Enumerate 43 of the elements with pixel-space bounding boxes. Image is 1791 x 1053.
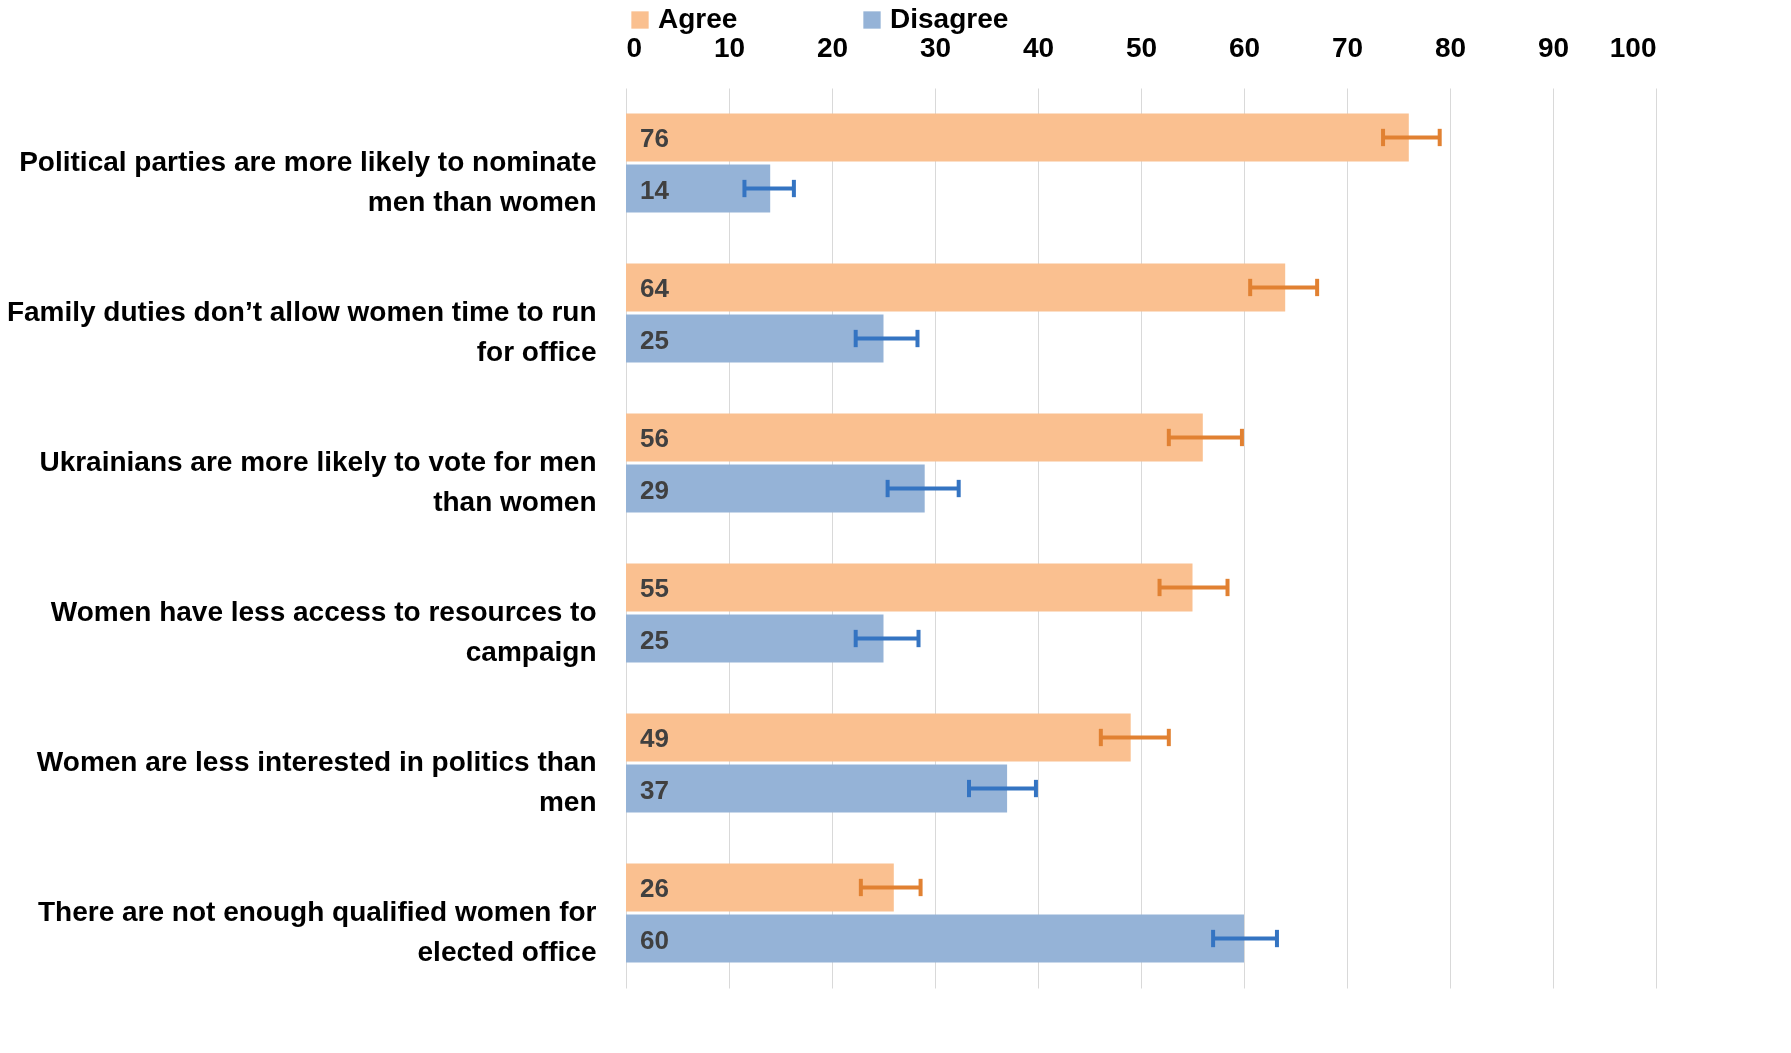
x-tick-label: 30 xyxy=(919,31,952,63)
bar xyxy=(626,914,1244,963)
x-tick-label: 0 xyxy=(626,31,643,63)
data-label: 76 xyxy=(640,123,669,154)
bar xyxy=(626,113,1409,162)
data-label: 55 xyxy=(640,573,669,604)
data-label: 49 xyxy=(640,723,669,754)
x-tick-label: 70 xyxy=(1331,31,1364,63)
x-tick-label: 80 xyxy=(1434,31,1467,63)
y-tick-label: There are not enough qualified women for elected office xyxy=(38,896,597,967)
bar xyxy=(626,614,884,663)
bar xyxy=(626,764,1008,813)
bar xyxy=(626,413,1203,462)
data-label: 26 xyxy=(640,873,669,904)
x-tick-label: 20 xyxy=(816,31,849,63)
x-tick-label: 90 xyxy=(1537,31,1570,63)
data-label: 56 xyxy=(640,423,669,454)
x-tick-label: 100 xyxy=(1609,31,1657,63)
bar xyxy=(626,314,884,363)
data-label: 60 xyxy=(640,924,669,955)
data-label: 25 xyxy=(640,624,669,655)
x-tick-label: 50 xyxy=(1125,31,1158,63)
bar xyxy=(626,563,1193,612)
legend-label: Agree xyxy=(658,3,738,34)
x-tick-label: 40 xyxy=(1022,31,1055,63)
data-label: 64 xyxy=(640,273,670,304)
data-label: 29 xyxy=(640,474,669,505)
y-tick-label: Political parties are more likely to nominate men than women xyxy=(19,146,597,217)
data-label: 14 xyxy=(640,174,670,205)
y-tick-label: Family duties don’t allow women time to run for office xyxy=(6,296,597,367)
data-label: 25 xyxy=(640,324,669,355)
y-tick-label: Women have less access to resources to campaign xyxy=(50,596,597,667)
bar xyxy=(626,263,1286,312)
data-label: 37 xyxy=(640,774,669,805)
bar xyxy=(626,164,771,213)
y-tick-label: Ukrainians are more likely to vote for men than women xyxy=(39,446,597,517)
bar xyxy=(626,464,925,513)
y-tick-label: Women are less interested in politics than men xyxy=(36,746,597,817)
x-tick-label: 10 xyxy=(713,31,746,63)
bar xyxy=(626,713,1131,762)
bar xyxy=(626,863,894,912)
legend-label: Disagree xyxy=(890,3,1009,34)
x-tick-label: 60 xyxy=(1228,31,1261,63)
